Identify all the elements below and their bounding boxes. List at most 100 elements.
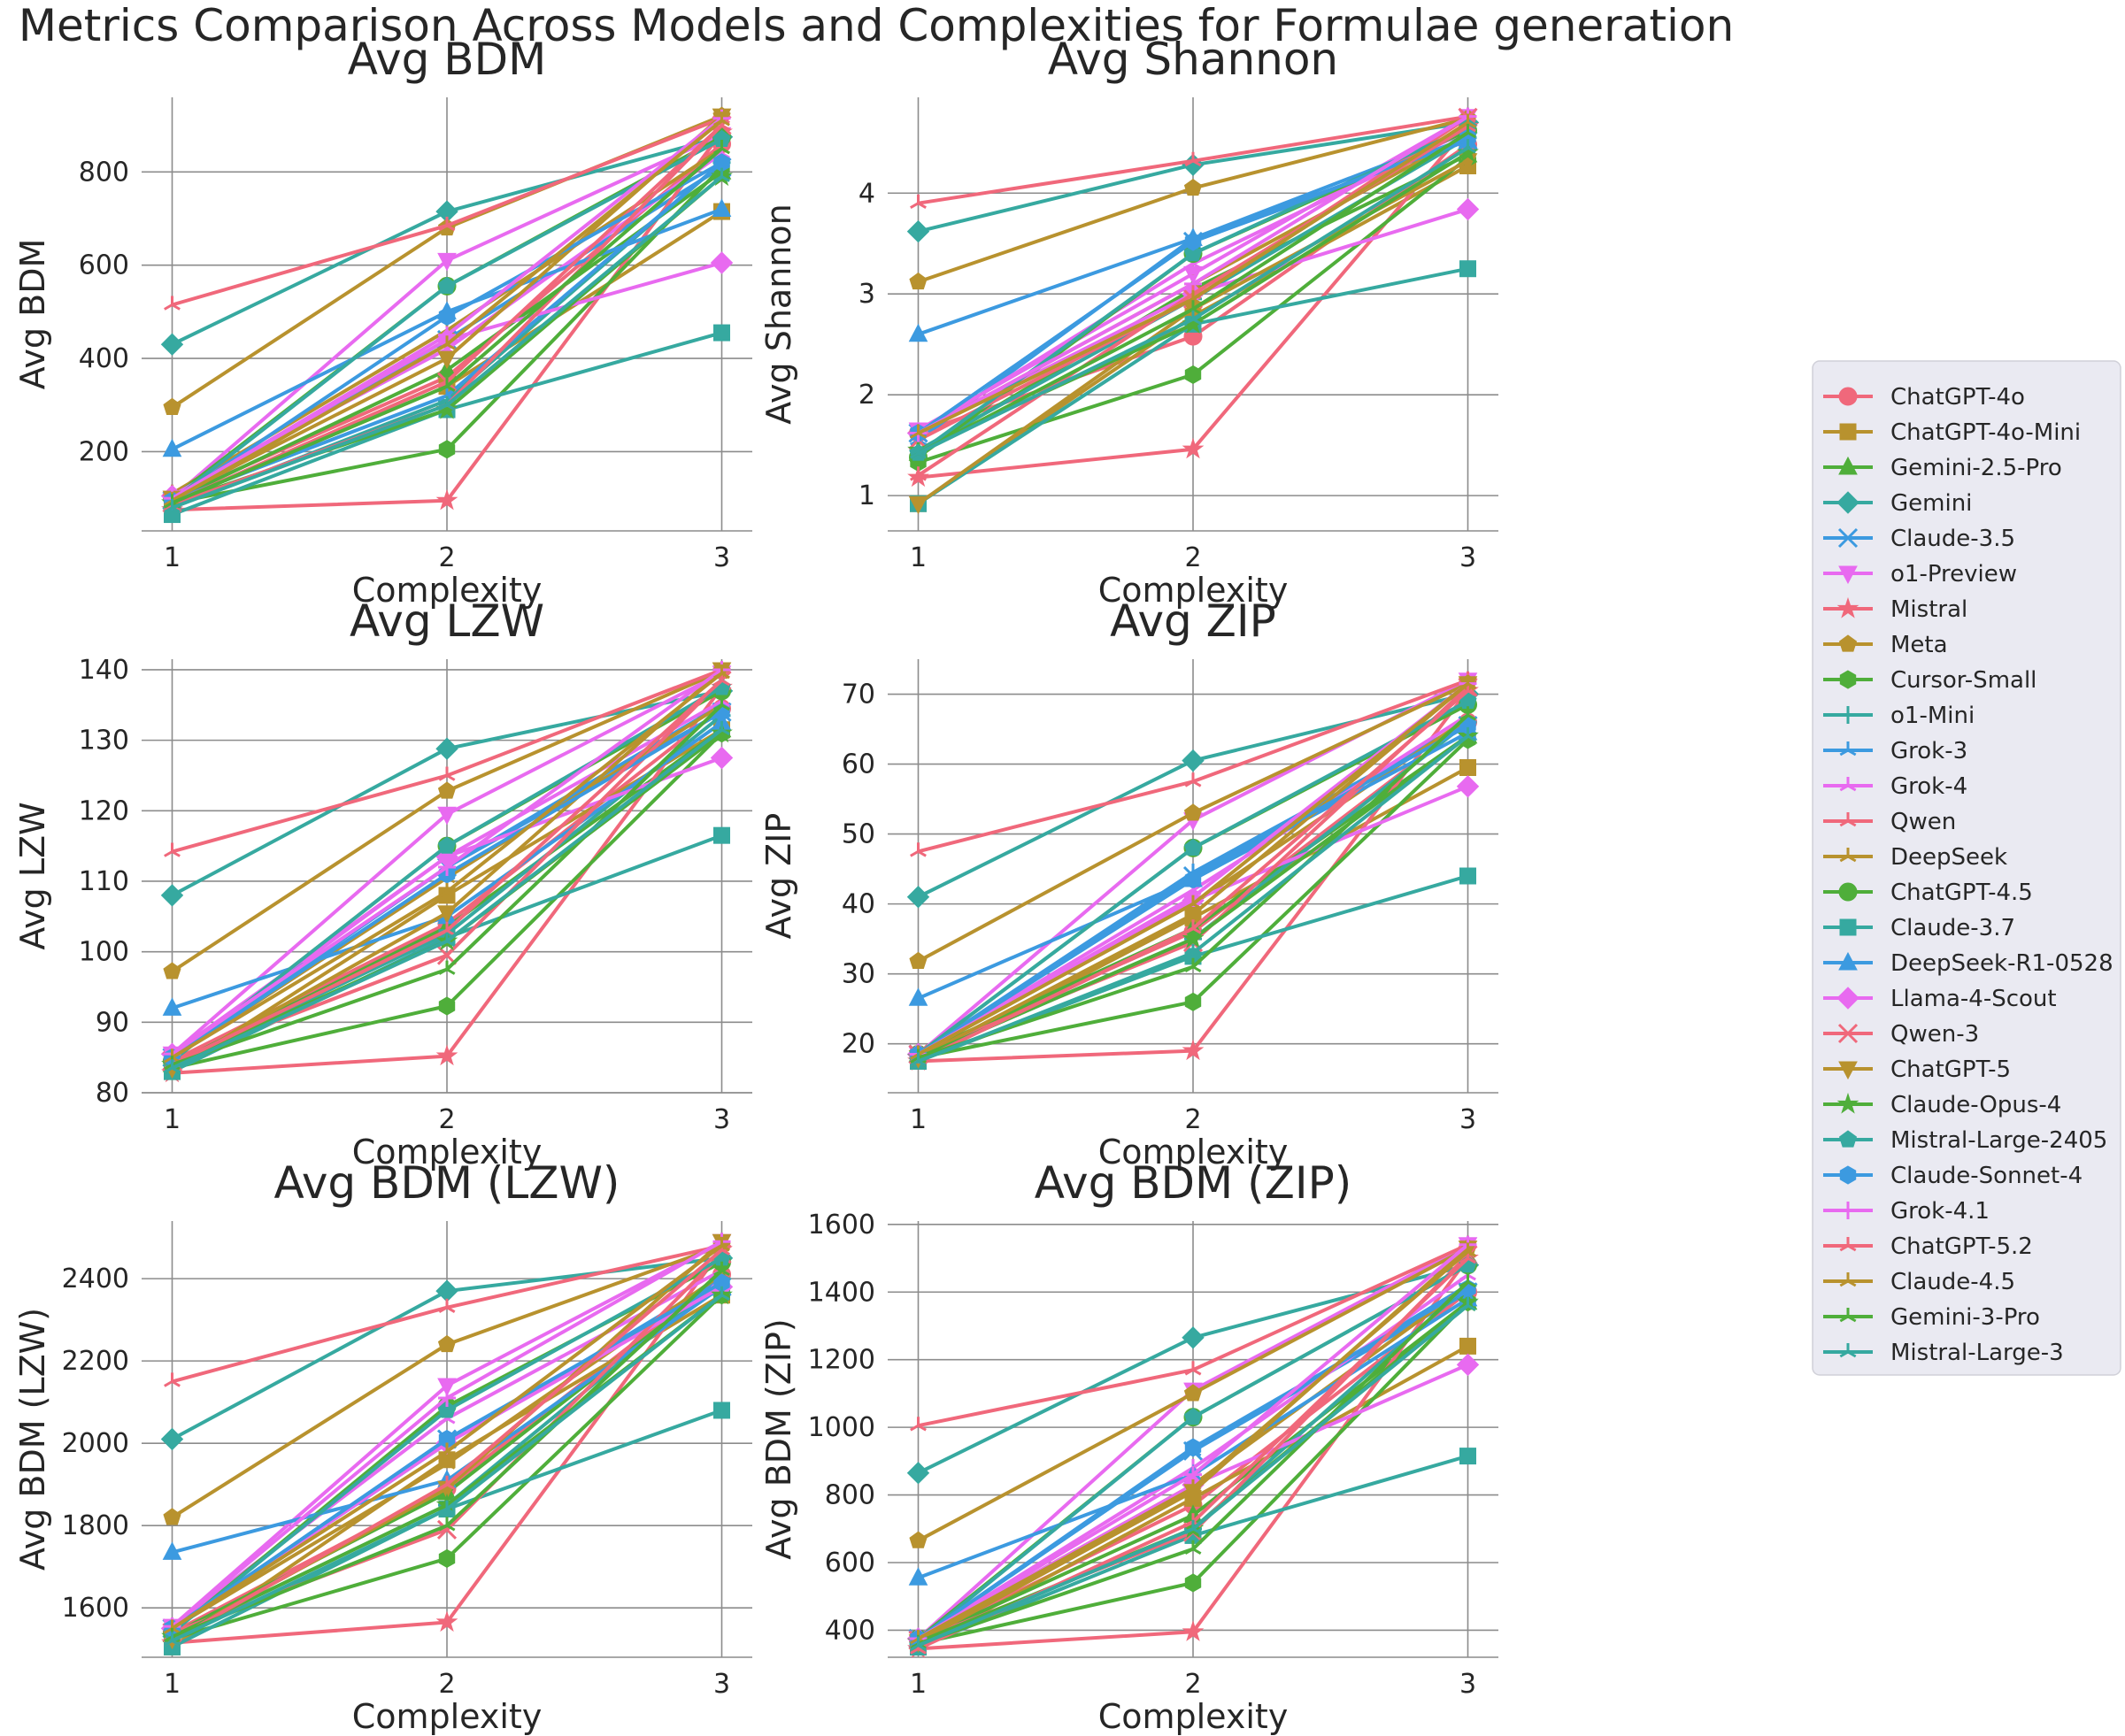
- legend-marker-qwen: [1839, 812, 1857, 827]
- subplot-avg-bdm-lzw-point-mistral-large-2405: [437, 1401, 457, 1418]
- subplot-avg-shannon-point-claude-sonnet-4: [1184, 232, 1202, 251]
- legend-box: [1812, 360, 2121, 1376]
- legend-marker-chatgpt-5: [1838, 1061, 1858, 1080]
- subplot-avg-lzw-point-qwen: [438, 766, 456, 781]
- legend-item-deepseek: DeepSeek: [1823, 844, 2007, 871]
- legend-label-claude-sonnet-4: Claude-Sonnet-4: [1890, 1163, 2083, 1189]
- legend-marker-claude-3-5: [1837, 527, 1859, 549]
- legend-marker-gemini: [1836, 491, 1859, 514]
- subplot-avg-bdm-zip-point-mistral-large-3: [1184, 1519, 1202, 1535]
- subplot-avg-bdm-point-mistral-large-3: [713, 167, 730, 182]
- subplot-avg-bdm-point-deepseek-r1-0528: [712, 198, 732, 217]
- subplot-avg-zip-point-mistral: [1182, 1039, 1205, 1061]
- subplot-avg-bdm-lzw-point-qwen: [438, 1298, 456, 1313]
- subplot-avg-zip-title: Avg ZIP: [1110, 595, 1276, 647]
- subplot-avg-lzw-point-claude-4-5: [438, 882, 456, 898]
- legend-label-deepseek: DeepSeek: [1890, 844, 2007, 871]
- legend-item-meta: Meta: [1823, 632, 1948, 658]
- subplot-avg-bdm-point-chatgpt-5: [437, 350, 457, 370]
- subplot-avg-bdm-lzw-xtick-label: 3: [713, 1669, 730, 1700]
- legend-marker-chatgpt-4-5: [1838, 882, 1858, 902]
- legend-item-mistral-large-2405: Mistral-Large-2405: [1823, 1127, 2107, 1154]
- subplot-avg-lzw-xtick-label: 2: [438, 1104, 455, 1135]
- subplot-avg-zip-point-claude-4-5: [1459, 674, 1476, 689]
- legend-item-gemini-3-pro: Gemini-3-Pro: [1823, 1304, 2040, 1331]
- legend-label-gemini-2-5-pro: Gemini-2.5-Pro: [1890, 455, 2062, 481]
- subplot-avg-zip-ytick-label: 30: [842, 959, 875, 990]
- subplot-avg-lzw-point-grok-4-1: [438, 858, 456, 877]
- subplot-avg-bdm-lzw-point-gemini-3-pro: [438, 1517, 456, 1532]
- subplot-avg-lzw-ytick-label: 100: [79, 937, 129, 968]
- subplot-avg-lzw-point-claude-opus-4: [711, 721, 733, 743]
- subplot-avg-bdm-zip-point-mistral: [1182, 1620, 1205, 1641]
- subplot-avg-bdm-point-mistral: [435, 488, 458, 511]
- legend-label-o1-preview: o1-Preview: [1890, 561, 2017, 588]
- subplot-avg-zip-xtick-label: 3: [1459, 1104, 1476, 1135]
- subplot-avg-bdm-lzw-point-qwen-3: [436, 1519, 458, 1540]
- subplot-avg-lzw-title: Avg LZW: [350, 595, 544, 647]
- legend-item-deepseek-r1-0528: DeepSeek-R1-0528: [1823, 950, 2113, 977]
- subplot-avg-bdm-ylabel: Avg BDM: [13, 239, 52, 390]
- legend-marker-mistral: [1836, 596, 1859, 618]
- subplot-avg-lzw: 1 2 3 80 90 100 110 120 130 140 Avg LZW Complexity A…: [13, 595, 752, 1171]
- subplot-avg-shannon-series-mistral-large-3: [910, 139, 1476, 459]
- subplot-avg-shannon-point-claude-3-7: [1459, 260, 1476, 278]
- subplot-avg-shannon-point-claude-4-5: [910, 424, 927, 439]
- legend-item-claude-3-7: Claude-3.7: [1823, 915, 2015, 941]
- legend-label-gemini-3-pro: Gemini-3-Pro: [1890, 1304, 2040, 1331]
- subplot-avg-shannon-point-qwen: [910, 194, 927, 209]
- legend-marker-chatgpt-5-2: [1839, 1237, 1857, 1252]
- legend-marker-chatgpt-4o: [1838, 387, 1858, 406]
- subplot-avg-bdm-point-claude-4-5: [438, 335, 456, 350]
- subplot-avg-lzw-point-mistral-large-3: [713, 720, 730, 735]
- subplot-avg-lzw-point-claude-4-5: [713, 664, 730, 680]
- subplot-avg-zip-point-claude-4-5: [1184, 895, 1202, 910]
- subplot-avg-bdm-zip-ytick-label: 400: [825, 1615, 875, 1646]
- subplot-avg-lzw-xtick-label: 1: [164, 1104, 181, 1135]
- subplot-avg-bdm-lzw-point-mistral-large-3: [164, 1632, 181, 1647]
- legend-label-chatgpt-4o-mini: ChatGPT-4o-Mini: [1890, 419, 2081, 446]
- subplot-avg-bdm-point-o1-preview: [437, 252, 457, 272]
- subplot-avg-zip-point-gemini-3-pro: [1184, 957, 1202, 973]
- subplot-avg-lzw-ytick-label: 80: [96, 1078, 129, 1109]
- subplot-avg-zip-xlabel: Complexity: [1098, 1133, 1289, 1171]
- subplot-avg-shannon-point-gemini-3-pro: [1184, 300, 1202, 315]
- subplot-avg-lzw-point-qwen: [164, 842, 181, 857]
- legend-item-grok-4-1: Grok-4.1: [1823, 1198, 1990, 1225]
- subplot-avg-bdm-lzw-point-gemini-3-pro: [713, 1261, 730, 1277]
- subplot-avg-lzw-point-gemini-3-pro: [713, 695, 730, 711]
- subplot-avg-bdm-lzw-xlabel: Complexity: [352, 1697, 543, 1736]
- subplot-avg-bdm-lzw-point-o1-preview: [437, 1378, 457, 1397]
- subplot-avg-zip-point-qwen: [910, 842, 927, 857]
- legend-item-chatgpt-4o: ChatGPT-4o: [1823, 384, 2025, 411]
- legend-label-o1-mini: o1-Mini: [1890, 703, 1975, 729]
- figure-title: Metrics Comparison Across Models and Com…: [19, 0, 1734, 51]
- subplot-avg-bdm-lzw-series-claude-4-5: [164, 1236, 730, 1634]
- legend-label-meta: Meta: [1890, 632, 1948, 658]
- subplot-avg-bdm-lzw-ylabel: Avg BDM (LZW): [13, 1308, 52, 1571]
- subplot-avg-lzw-point-meta: [163, 962, 181, 979]
- subplot-avg-lzw-xtick-label: 3: [713, 1104, 730, 1135]
- legend-item-chatgpt-4o-mini: ChatGPT-4o-Mini: [1823, 419, 2081, 446]
- subplot-avg-bdm-point-gemini: [160, 333, 184, 356]
- subplot-avg-bdm-zip-point-gemini: [906, 1461, 930, 1485]
- subplot-avg-bdm-zip-point-cursor-small: [1184, 1573, 1202, 1593]
- legend-item-mistral: Mistral: [1823, 596, 1967, 623]
- subplot-avg-lzw-xlabel: Complexity: [352, 1133, 543, 1171]
- subplot-avg-shannon-point-chatgpt-5: [908, 495, 928, 515]
- legend-item-o1-mini: o1-Mini: [1823, 703, 1975, 729]
- subplot-avg-bdm-zip-point-gemini-3-pro: [1459, 1272, 1476, 1288]
- subplot-avg-bdm-zip-ytick-label: 1400: [808, 1277, 875, 1308]
- subplot-avg-lzw-point-mistral-large-3: [164, 1059, 181, 1074]
- legend-marker-o1-mini: [1839, 706, 1857, 724]
- legend-item-grok-4: Grok-4: [1823, 773, 1967, 800]
- subplot-avg-bdm-zip-series-mistral-large-3: [910, 1296, 1476, 1651]
- subplot-avg-bdm-zip-point-claude-4-5: [1184, 1479, 1202, 1494]
- subplot-avg-bdm-point-mistral-large-3: [438, 396, 456, 411]
- subplot-avg-zip-ylabel: Avg ZIP: [759, 813, 798, 940]
- legend-item-qwen: Qwen: [1823, 809, 1956, 835]
- subplot-avg-bdm-zip-point-claude-3-7: [1459, 1448, 1476, 1465]
- subplot-avg-bdm-point-deepseek-r1-0528: [162, 438, 182, 457]
- subplot-avg-shannon-point-gemini-3-pro: [1459, 123, 1476, 139]
- legend-item-mistral-large-3: Mistral-Large-3: [1823, 1340, 2064, 1366]
